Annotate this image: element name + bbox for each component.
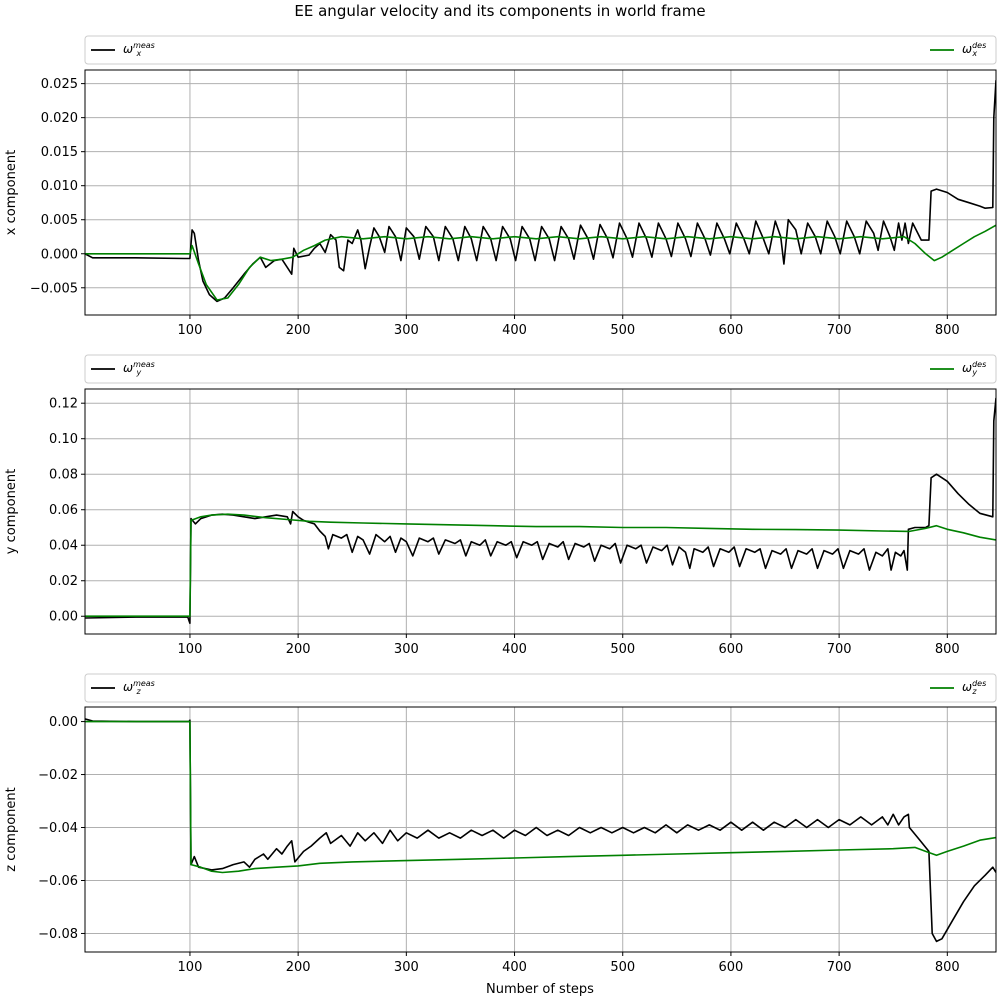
x-tick-label: 200	[286, 642, 311, 657]
x-tick-label: 700	[827, 642, 852, 657]
y-tick-label: 0.12	[49, 397, 78, 412]
x-tick-label: 600	[719, 960, 744, 975]
y-tick-label: −0.04	[38, 821, 78, 836]
x-tick-label: 500	[610, 642, 635, 657]
x-tick-label: 600	[719, 323, 744, 338]
plot-frame	[84, 388, 997, 635]
x-tick-label: 700	[827, 323, 852, 338]
x-tick-label: 400	[502, 642, 527, 657]
series-line-des	[85, 224, 996, 301]
series-line-des	[85, 513, 996, 617]
x-tick-label: 800	[935, 960, 960, 975]
x-tick-label: 800	[935, 642, 960, 657]
y-tick-label: 0.010	[41, 179, 78, 194]
y-tick-label: −0.005	[30, 281, 78, 296]
x-tick-label: 500	[610, 960, 635, 975]
y-tick-label: −0.06	[38, 874, 78, 889]
y-component-panel: 100 200 300 400 500 600 700 800 0.00 0.02 0.04 0.06…	[4, 354, 997, 657]
y-axis-label: z component	[4, 787, 19, 872]
plot-frame	[84, 69, 997, 316]
y-tick-label: 0.06	[49, 503, 78, 518]
legend-box	[84, 673, 997, 703]
x-component-panel: 100 200 300 400 500 600 700 800 −0.005 0.000 0.005…	[4, 35, 997, 338]
x-tick-label: 400	[502, 960, 527, 975]
x-tick-label: 300	[394, 960, 419, 975]
y-tick-label: 0.02	[49, 574, 78, 589]
y-tick-label: 0.020	[41, 111, 78, 126]
y-tick-label: 0.005	[41, 213, 78, 228]
y-tick-label: 0.00	[49, 715, 78, 730]
series-line-meas	[85, 80, 996, 303]
y-tick-label: 0.10	[49, 432, 78, 447]
x-tick-label: 400	[502, 323, 527, 338]
x-tick-label: 100	[178, 642, 203, 657]
legend-box	[84, 35, 997, 65]
y-tick-label: 0.00	[49, 610, 78, 625]
series-line-des	[85, 720, 996, 874]
figure-title: EE angular velocity and its components i…	[294, 2, 705, 20]
series-line-meas	[85, 718, 996, 943]
x-tick-label: 800	[935, 323, 960, 338]
x-tick-label: 200	[286, 960, 311, 975]
x-tick-label: 200	[286, 323, 311, 338]
x-tick-label: 100	[178, 323, 203, 338]
y-axis-label: x component	[4, 150, 19, 235]
x-tick-label: 600	[719, 642, 744, 657]
series-line-meas	[85, 397, 996, 625]
x-tick-label: 300	[394, 323, 419, 338]
x-tick-label: 300	[394, 642, 419, 657]
y-tick-label: −0.08	[38, 927, 78, 942]
y-tick-label: 0.08	[49, 468, 78, 483]
y-tick-label: 0.025	[41, 77, 78, 92]
y-tick-label: 0.015	[41, 145, 78, 160]
z-component-panel: 100 200 300 400 500 600 700 800 −0.08 −0.06 −0.04 −…	[4, 673, 997, 975]
y-axis-label: y component	[4, 469, 19, 554]
x-tick-label: 700	[827, 960, 852, 975]
legend-box	[84, 354, 997, 384]
y-tick-label: −0.02	[38, 768, 78, 783]
y-tick-label: 0.000	[41, 247, 78, 262]
x-tick-label: 100	[178, 960, 203, 975]
x-axis-label: Number of steps	[486, 982, 594, 997]
x-tick-label: 500	[610, 323, 635, 338]
plot-frame	[84, 706, 997, 953]
y-tick-label: 0.04	[49, 539, 78, 554]
